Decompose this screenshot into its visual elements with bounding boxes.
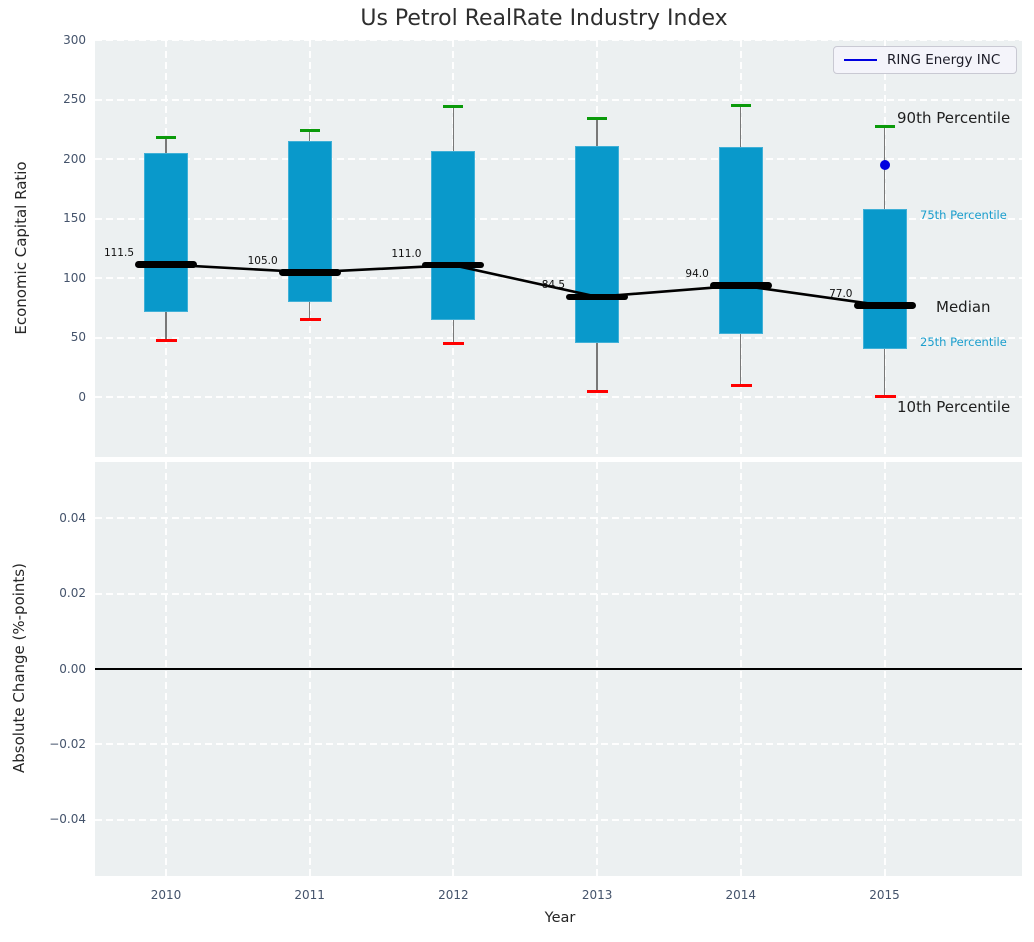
box-2013: [575, 146, 620, 343]
cap-high-2011: [299, 129, 320, 133]
gridline-horizontal: [95, 217, 1022, 220]
median-bar-2011: [278, 269, 341, 276]
cap-high-2014: [730, 104, 751, 108]
gridline-horizontal: [95, 277, 1022, 280]
gridline-horizontal: [95, 98, 1022, 101]
median-value-label-2015: 77.0: [829, 288, 853, 301]
bottom-y-axis-label: Absolute Change (%-points): [10, 563, 28, 773]
top-plot-area: 111.5 105.0 111.0 84.5 94.0 77.0: [95, 39, 1022, 457]
top-ytick-label: 0: [78, 389, 86, 404]
cap-high-2010: [156, 136, 176, 140]
box-2015: [862, 209, 907, 349]
median-bar-2015: [853, 302, 916, 309]
box-2014: [718, 147, 763, 335]
median-value-label-2010: 111.5: [103, 247, 134, 260]
median-trend-line: [165, 263, 885, 307]
bottom-plot-area: [95, 462, 1022, 876]
annotation-median: Median: [936, 297, 991, 316]
cap-high-2013: [587, 117, 608, 121]
gridline-horizontal: [95, 743, 1022, 746]
box-2012: [431, 150, 476, 320]
box-2010: [144, 153, 188, 312]
top-y-axis-label: Economic Capital Ratio: [12, 161, 30, 335]
annotation-90th-percentile: 90th Percentile: [897, 108, 1011, 127]
bottom-ytick-label: 0.02: [59, 586, 86, 601]
cap-high-2015: [874, 125, 895, 129]
cap-low-2014: [730, 384, 752, 387]
bottom-ytick-label: −0.02: [49, 736, 86, 751]
xtick-label: 2010: [150, 888, 182, 902]
median-value-label-2012: 111.0: [391, 247, 422, 260]
company-marker-dot: [879, 160, 890, 171]
top-ytick-label: 250: [63, 92, 86, 107]
bottom-ytick-label: 0.04: [59, 510, 86, 525]
annotation-10th-percentile: 10th Percentile: [897, 398, 1011, 417]
xtick-label: 2014: [725, 888, 757, 902]
xtick-label: 2015: [869, 888, 900, 902]
cap-low-2010: [156, 338, 177, 342]
median-bar-2010: [135, 261, 197, 268]
gridline-horizontal: [95, 336, 1022, 339]
bottom-ytick-label: 0.00: [59, 661, 86, 676]
cap-low-2011: [299, 318, 321, 322]
chart-title: Us Petrol RealRate Industry Index: [360, 6, 728, 31]
cap-high-2012: [443, 105, 464, 109]
xtick-label: 2011: [294, 888, 325, 902]
top-ytick-label: 200: [63, 151, 86, 166]
bottom-ytick-label: −0.04: [49, 812, 86, 827]
legend-series-label: RING Energy INC: [887, 52, 1001, 68]
median-bar-2013: [566, 293, 629, 301]
gridline-horizontal: [95, 396, 1022, 399]
xtick-label: 2012: [438, 888, 469, 902]
top-ytick-label: 50: [70, 330, 86, 345]
gridline-horizontal: [95, 517, 1022, 520]
cap-low-2012: [443, 342, 465, 346]
median-value-label-2011: 105.0: [247, 254, 278, 267]
annotation-25th-percentile: 25th Percentile: [920, 334, 1007, 349]
gridline-horizontal: [95, 39, 1022, 41]
x-axis-label: Year: [544, 910, 576, 926]
cap-low-2013: [587, 389, 609, 393]
gridline-horizontal: [95, 592, 1022, 595]
legend-box: RING Energy INC: [833, 46, 1017, 74]
zero-line: [95, 668, 1022, 670]
top-ytick-label: 100: [63, 270, 86, 285]
median-value-label-2014: 94.0: [685, 267, 709, 280]
top-ytick-label: 300: [63, 32, 86, 47]
gridline-horizontal: [95, 818, 1022, 821]
annotation-75th-percentile: 75th Percentile: [920, 208, 1007, 223]
median-bar-2014: [709, 282, 772, 289]
legend-line-swatch: [844, 59, 877, 61]
xtick-label: 2013: [581, 888, 613, 902]
top-ytick-label: 150: [63, 211, 86, 226]
gridline-horizontal: [95, 158, 1022, 161]
cap-low-2015: [874, 394, 896, 398]
median-value-label-2013: 84.5: [541, 279, 566, 292]
median-bar-2012: [422, 261, 485, 269]
